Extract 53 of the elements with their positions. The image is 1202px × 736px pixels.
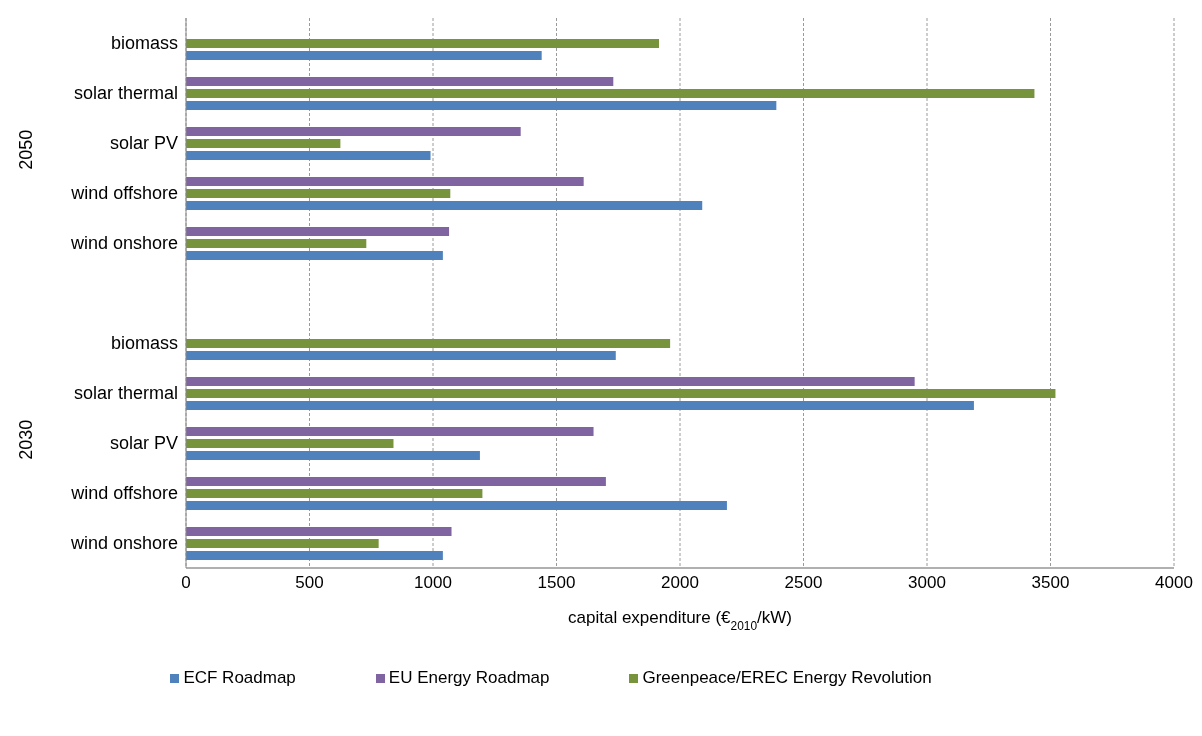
bar [186,439,394,448]
legend-label: Greenpeace/EREC Energy Revolution [642,668,932,687]
y-tick-label: solar PV [109,133,178,154]
bar [186,551,443,560]
y-tick-label: biomass [110,33,178,54]
bar [186,351,616,360]
bar [186,477,606,486]
x-tick-label: 1000 [414,573,452,593]
x-tick-label: 0 [181,573,191,593]
y-tick-label: wind offshore [70,483,178,504]
bar [186,177,584,186]
bar [186,139,341,148]
bar [186,51,542,60]
bar [186,451,480,460]
text: 2050 [16,129,36,170]
x-tick-label: 3000 [908,573,946,593]
bar [186,389,1056,398]
y-tick-label: biomass [110,333,178,354]
legend-label: ECF Roadmap [183,668,296,687]
bar [186,189,451,198]
bar [186,527,452,536]
bar [186,151,431,160]
bar [186,39,660,48]
y-tick-label: wind onshore [69,233,178,254]
bar [186,401,974,410]
bar [186,377,915,386]
x-tick-label: 2000 [661,573,699,593]
bar [186,539,379,548]
x-tick-label: 2500 [784,573,823,593]
y-tick-label: wind onshore [69,533,178,554]
x-tick-label: 3500 [1031,573,1070,593]
x-tick-label: 1500 [537,573,576,593]
bar [186,501,727,510]
x-tick-label: 4000 [1155,573,1193,593]
bar [186,201,703,210]
bar [186,339,671,348]
y-tick-label: solar thermal [73,83,178,104]
y-tick-label: solar thermal [73,383,178,404]
bar [186,239,367,248]
x-tick-label: 500 [295,573,324,593]
bar [186,101,777,110]
bar [186,89,1035,98]
y-tick-label: wind offshore [70,183,178,204]
bar [186,77,614,86]
bar [186,227,450,236]
legend-label: EU Energy Roadmap [388,668,550,687]
text: 2030 [16,419,36,460]
x-axis-title: capital expenditure (€$_{2010}$/kW) [568,608,792,633]
bar [186,489,483,498]
bar [186,127,521,136]
y-tick-label: solar PV [109,433,178,454]
bar [186,251,443,260]
bar [186,427,594,436]
